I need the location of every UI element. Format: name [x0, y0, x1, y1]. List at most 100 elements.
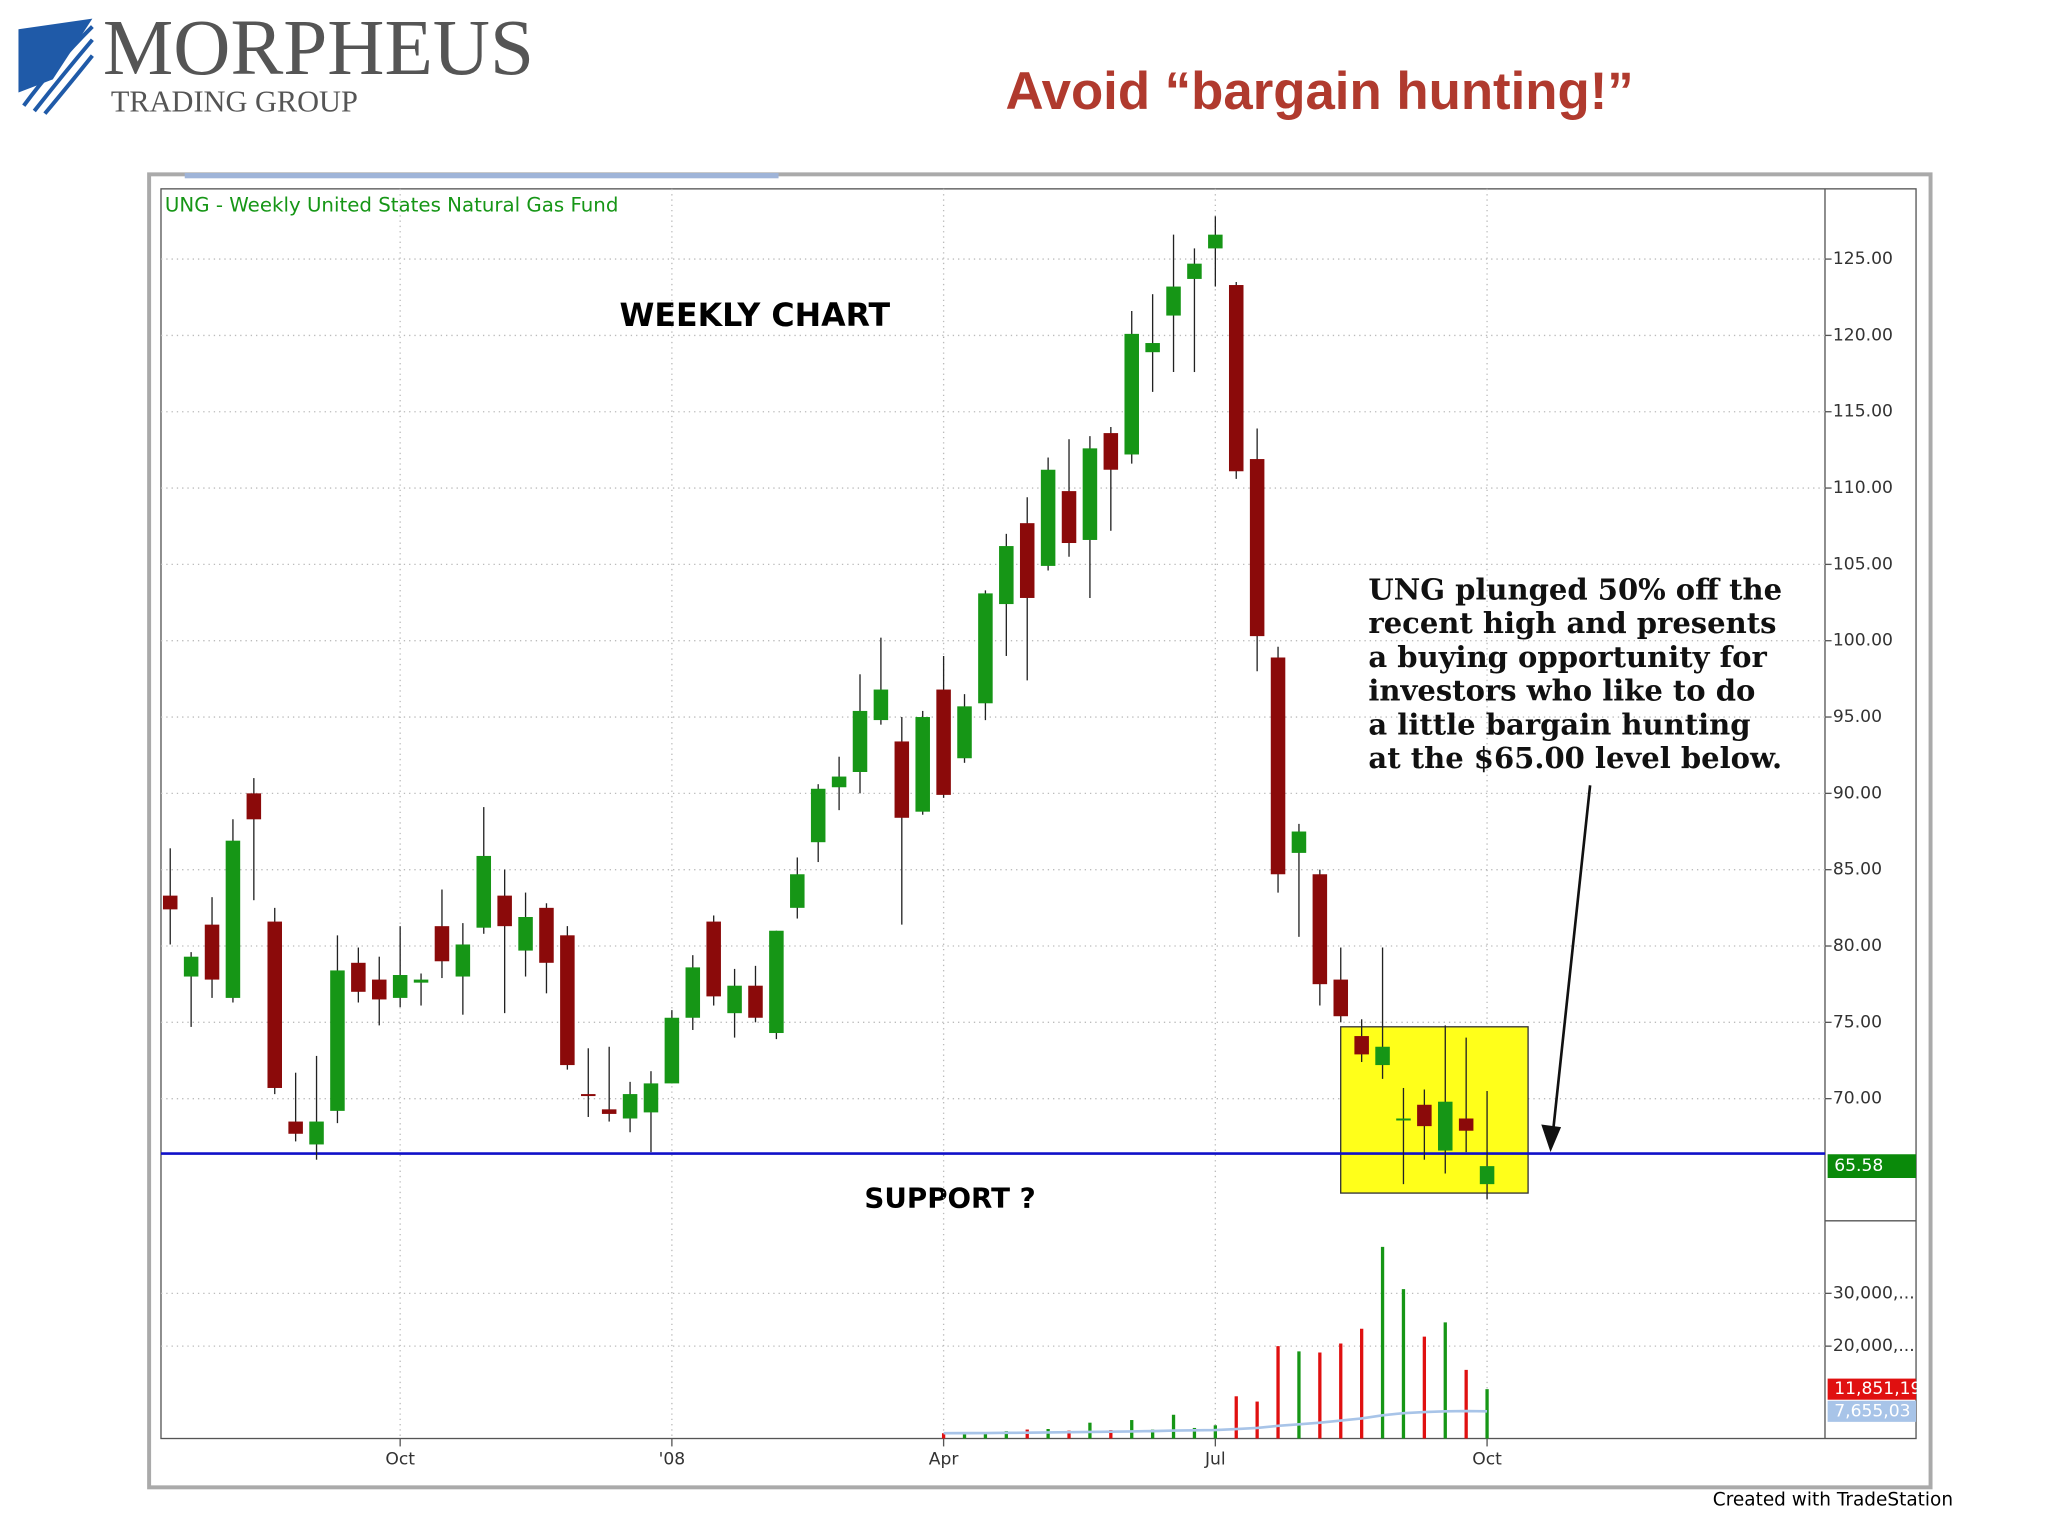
y-tick-label: 105.00 [1833, 554, 1893, 574]
candle-body [1208, 234, 1223, 249]
volume-tick-label: 20,000,... [1833, 1336, 1915, 1356]
note-line: at the $65.00 level below. [1368, 741, 1782, 775]
volume-tag [1827, 1378, 1917, 1400]
candle-body [183, 956, 199, 977]
candle-body [1458, 1118, 1474, 1131]
logo-swoosh [18, 18, 93, 93]
arrow-shaft [1550, 785, 1592, 1144]
candle-body [1040, 469, 1056, 566]
candle-body [873, 689, 889, 721]
logo-name: MORPHEUS [103, 4, 534, 92]
volume-tick-label: 30,000,... [1833, 1283, 1915, 1303]
candle-body [455, 944, 471, 977]
candle-body [1145, 343, 1160, 353]
candle-body [267, 921, 282, 1088]
candle-body [1438, 1101, 1453, 1151]
candle-body [957, 706, 972, 759]
x-tick-label: Jul [1204, 1450, 1226, 1470]
last-price-label: 65.58 [1834, 1156, 1883, 1176]
candle-body [1166, 286, 1181, 316]
x-tick-label: Apr [929, 1450, 960, 1470]
plot-frame [160, 188, 1917, 1440]
x-tick-label: '08 [659, 1450, 686, 1470]
candle-body [748, 985, 763, 1018]
candle-body [685, 967, 701, 1018]
candle-body [1019, 523, 1035, 598]
candle-body [225, 840, 241, 998]
candle-body [601, 1109, 617, 1114]
candle-body [810, 788, 826, 843]
candle-body [643, 1083, 659, 1113]
candle-body [1375, 1046, 1390, 1066]
logo-tagline: TRADING GROUP [111, 84, 358, 118]
footer: Created with TradeStation [1713, 1490, 1953, 1511]
y-tick-label: 120.00 [1833, 325, 1893, 345]
candle-body [476, 855, 492, 928]
candle-body [1061, 491, 1077, 544]
candle-body [706, 921, 721, 997]
candle-body [664, 1017, 680, 1084]
volume-average [943, 1409, 1488, 1435]
weekly-label: WEEKLY CHART [619, 298, 890, 334]
candle-body [1396, 1118, 1411, 1121]
slide-title: Avoid “bargain hunting!” [1005, 62, 1633, 121]
y-tick-label: 95.00 [1833, 707, 1882, 727]
y-tick-label: 80.00 [1833, 936, 1882, 956]
candle-body [1417, 1104, 1432, 1127]
note-line: a buying opportunity for [1368, 640, 1767, 674]
candle-body [727, 985, 742, 1014]
candle-body [852, 710, 868, 772]
candle-body [539, 907, 554, 963]
note-line: recent high and presents [1368, 606, 1776, 640]
y-tick-label: 100.00 [1833, 631, 1893, 651]
candle-body [622, 1094, 638, 1119]
support-label: SUPPORT ? [864, 1182, 1035, 1215]
candle-body [1333, 979, 1349, 1017]
candle-body [497, 895, 512, 927]
note-line: investors who like to do [1368, 674, 1755, 708]
volume-last-label: 11,851,19 [1834, 1379, 1921, 1399]
candle-body [288, 1121, 303, 1134]
candle-body [392, 975, 408, 998]
chart-title: UNG - Weekly United States Natural Gas F… [165, 194, 618, 217]
volume-avg-last-label: 7,655,03 [1834, 1401, 1910, 1421]
frame-tab [184, 173, 779, 179]
candle-body [999, 546, 1014, 605]
x-tick-label: Oct [385, 1450, 415, 1470]
candle-body [413, 979, 429, 983]
candle-body [1228, 285, 1244, 472]
candle-body [371, 979, 387, 1000]
y-tick-label: 115.00 [1833, 402, 1893, 422]
last-price-tag [1827, 1154, 1917, 1179]
candle-body [518, 917, 533, 951]
arrow-head [1541, 1124, 1562, 1153]
candle-body [581, 1094, 596, 1097]
candle-body [162, 895, 178, 910]
plot-layer: 70.00 75.00 80.00 85.00 90.00 95.00 100.00 105.… [160, 188, 1921, 1470]
candle-body [1479, 1166, 1495, 1185]
candle-body [246, 793, 262, 820]
candle-body [1270, 657, 1286, 875]
note-line: UNG plunged 50% off the [1368, 572, 1782, 606]
candle-body [1187, 263, 1202, 279]
note-line: a little bargain hunting [1368, 707, 1750, 741]
candle-body [790, 874, 805, 908]
candle-body [1124, 333, 1139, 455]
candle-body [351, 962, 366, 992]
candle-body [769, 930, 784, 1034]
logo-lines [22, 25, 94, 115]
y-tick-label: 70.00 [1833, 1089, 1882, 1109]
candle-body [204, 924, 220, 980]
candle-body [894, 741, 910, 818]
y-tick-label: 110.00 [1833, 478, 1893, 498]
y-tick-label: 75.00 [1833, 1012, 1882, 1032]
candle-body [434, 926, 450, 962]
candle-body [330, 970, 345, 1111]
candle-body [1249, 459, 1265, 637]
highlight-box [1340, 1026, 1529, 1194]
candle-body [1291, 831, 1307, 853]
y-tick-label: 125.00 [1833, 249, 1893, 269]
y-tick-label: 85.00 [1833, 860, 1882, 880]
